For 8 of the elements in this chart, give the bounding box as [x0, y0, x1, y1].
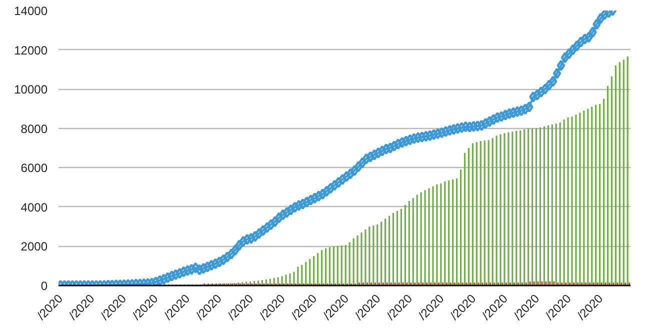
y-tick-label: 4000 [20, 200, 48, 214]
y-tick-label: 10000 [14, 82, 48, 97]
y-tick-label: 8000 [20, 122, 48, 136]
y-tick-label: 6000 [20, 161, 48, 176]
y-tick-label: 2000 [20, 240, 48, 254]
y-tick-label: 12000 [14, 43, 48, 58]
y-tick-label: 14000 [14, 4, 48, 18]
y-tick-label: 0 [40, 279, 48, 293]
